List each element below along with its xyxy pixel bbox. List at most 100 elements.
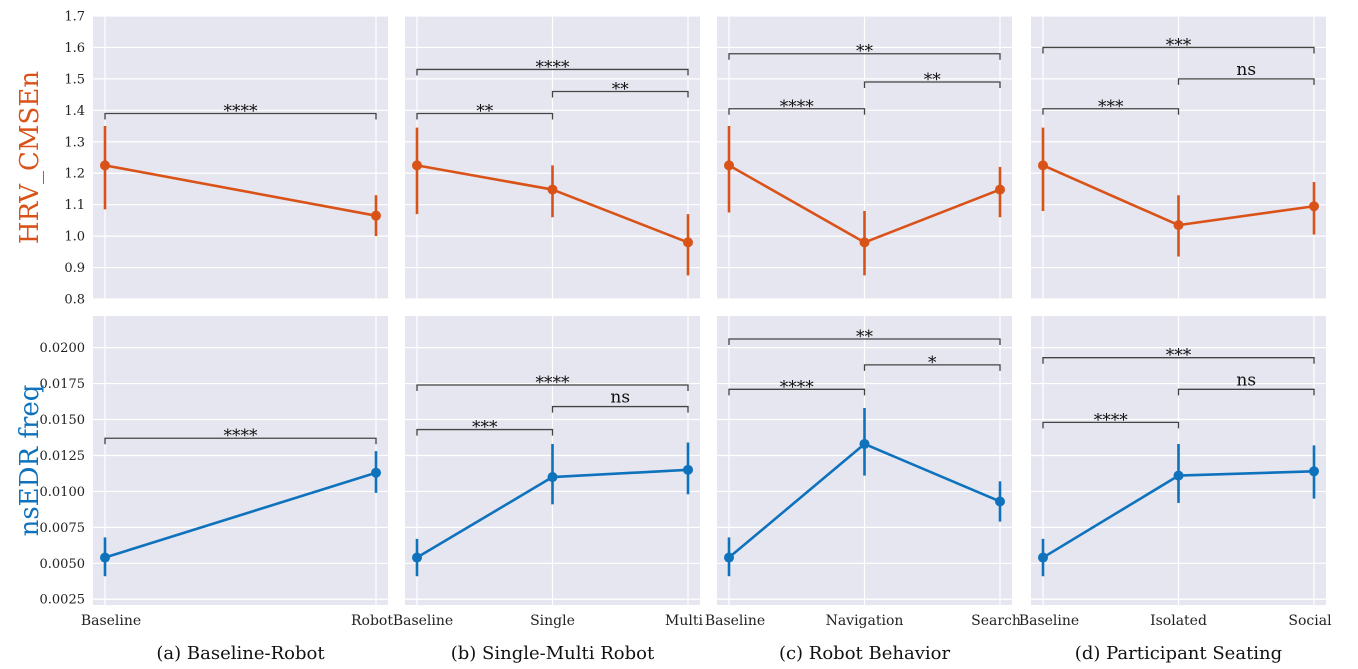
y-tick-label: 1.6 (64, 41, 85, 56)
significance-label: ns (610, 388, 630, 408)
data-point (683, 464, 693, 475)
data-point (1173, 470, 1184, 481)
significance-label: ns (1236, 370, 1256, 390)
y-tick-label: 0.0200 (40, 341, 86, 356)
x-tick-label: Single (530, 613, 575, 629)
x-tick-label: Baseline (81, 613, 141, 629)
y-tick-label: 0.0125 (40, 449, 86, 464)
y-tick-label: 1.7 (64, 10, 85, 25)
significance-label: **** (536, 373, 571, 393)
x-tick-label: Isolated (1150, 613, 1207, 629)
y-tick-label: 0.0025 (40, 593, 86, 608)
data-point (683, 237, 693, 248)
significance-label: **** (224, 101, 259, 121)
data-point (1038, 552, 1048, 563)
significance-label: *** (1098, 97, 1124, 117)
y-tick-label: 1.3 (64, 135, 85, 150)
data-point (724, 160, 734, 171)
data-point (371, 210, 381, 221)
significance-label: ** (612, 79, 630, 99)
y-axis-label: nsEDR freq (15, 385, 45, 537)
x-tick-label: Robot (351, 613, 393, 629)
significance-label: **** (224, 426, 259, 446)
significance-bracket (728, 108, 866, 115)
x-tick-label: Multi (665, 613, 703, 629)
significance-label: ** (924, 70, 942, 90)
significance-label: *** (1166, 35, 1192, 55)
y-tick-label: 0.0050 (40, 557, 86, 572)
significance-bracket (416, 384, 689, 392)
y-axis-label: HRV_CMSEn (15, 71, 45, 244)
data-point (995, 184, 1005, 195)
significance-bracket (1042, 357, 1315, 364)
data-point (724, 552, 734, 563)
significance-label: **** (780, 97, 815, 117)
significance-bracket (1177, 388, 1315, 396)
significance-bracket (416, 68, 689, 76)
x-tick-label: Baseline (393, 613, 453, 629)
y-tick-label: 1.2 (64, 167, 85, 182)
significance-bracket (551, 90, 689, 98)
significance-label: *** (472, 418, 498, 438)
data-point (1309, 201, 1319, 212)
y-tick-label: 0.9 (64, 261, 85, 276)
x-tick-label: Baseline (705, 613, 765, 629)
significance-bracket (863, 364, 1001, 371)
y-tick-label: 1.0 (64, 230, 85, 245)
data-point (995, 496, 1005, 507)
x-tick-label: Search (971, 613, 1021, 629)
y-tick-label: 0.8 (64, 293, 85, 308)
plot-background-top-a (93, 16, 388, 299)
significance-bracket (1042, 421, 1180, 429)
data-point (371, 467, 381, 478)
x-tick-label: Navigation (826, 613, 904, 629)
x-tick-label: Baseline (1019, 613, 1079, 629)
plot-background-bottom-a (93, 316, 388, 605)
significance-bracket (551, 405, 689, 413)
significance-label: **** (1094, 410, 1129, 430)
data-point (859, 237, 870, 248)
series-line (104, 164, 377, 217)
data-point (412, 552, 422, 563)
significance-bracket (416, 428, 554, 436)
significance-label: *** (1166, 346, 1192, 366)
significance-bracket (416, 112, 554, 120)
y-tick-label: 0.0150 (40, 413, 86, 428)
significance-bracket (104, 112, 377, 120)
data-point (547, 472, 558, 483)
x-tick-label: Social (1288, 613, 1332, 629)
significance-label: * (928, 353, 937, 373)
data-point (859, 438, 870, 449)
y-tick-label: 0.0075 (40, 521, 86, 536)
y-tick-label: 1.1 (64, 198, 85, 213)
significance-bracket (1042, 46, 1315, 54)
data-point (547, 184, 558, 195)
data-point (1173, 220, 1184, 231)
significance-label: **** (536, 57, 571, 77)
significance-bracket (104, 437, 377, 445)
significance-label: ns (1236, 60, 1256, 80)
panel-caption: (b) Single-Multi Robot (451, 643, 655, 664)
data-point (100, 552, 110, 563)
panel-caption: (a) Baseline-Robot (156, 643, 325, 664)
y-tick-label: 1.4 (64, 104, 85, 119)
data-point (1038, 160, 1048, 171)
series-line (104, 471, 377, 559)
data-point (100, 160, 110, 171)
significance-bracket (863, 81, 1001, 89)
y-tick-label: 1.5 (64, 72, 85, 87)
panel-caption: (d) Participant Seating (1075, 643, 1282, 664)
significance-label: ** (856, 42, 874, 62)
significance-bracket (1042, 108, 1180, 115)
significance-bracket (728, 338, 1001, 346)
significance-label: **** (780, 377, 815, 397)
data-point (412, 160, 422, 171)
significance-label: ** (856, 327, 874, 347)
significance-bracket (728, 388, 866, 396)
data-point (1309, 466, 1319, 477)
panel-caption: (c) Robot Behavior (779, 643, 951, 664)
significance-label: ** (476, 101, 494, 121)
significance-bracket (1177, 78, 1315, 85)
significance-bracket (728, 53, 1001, 60)
